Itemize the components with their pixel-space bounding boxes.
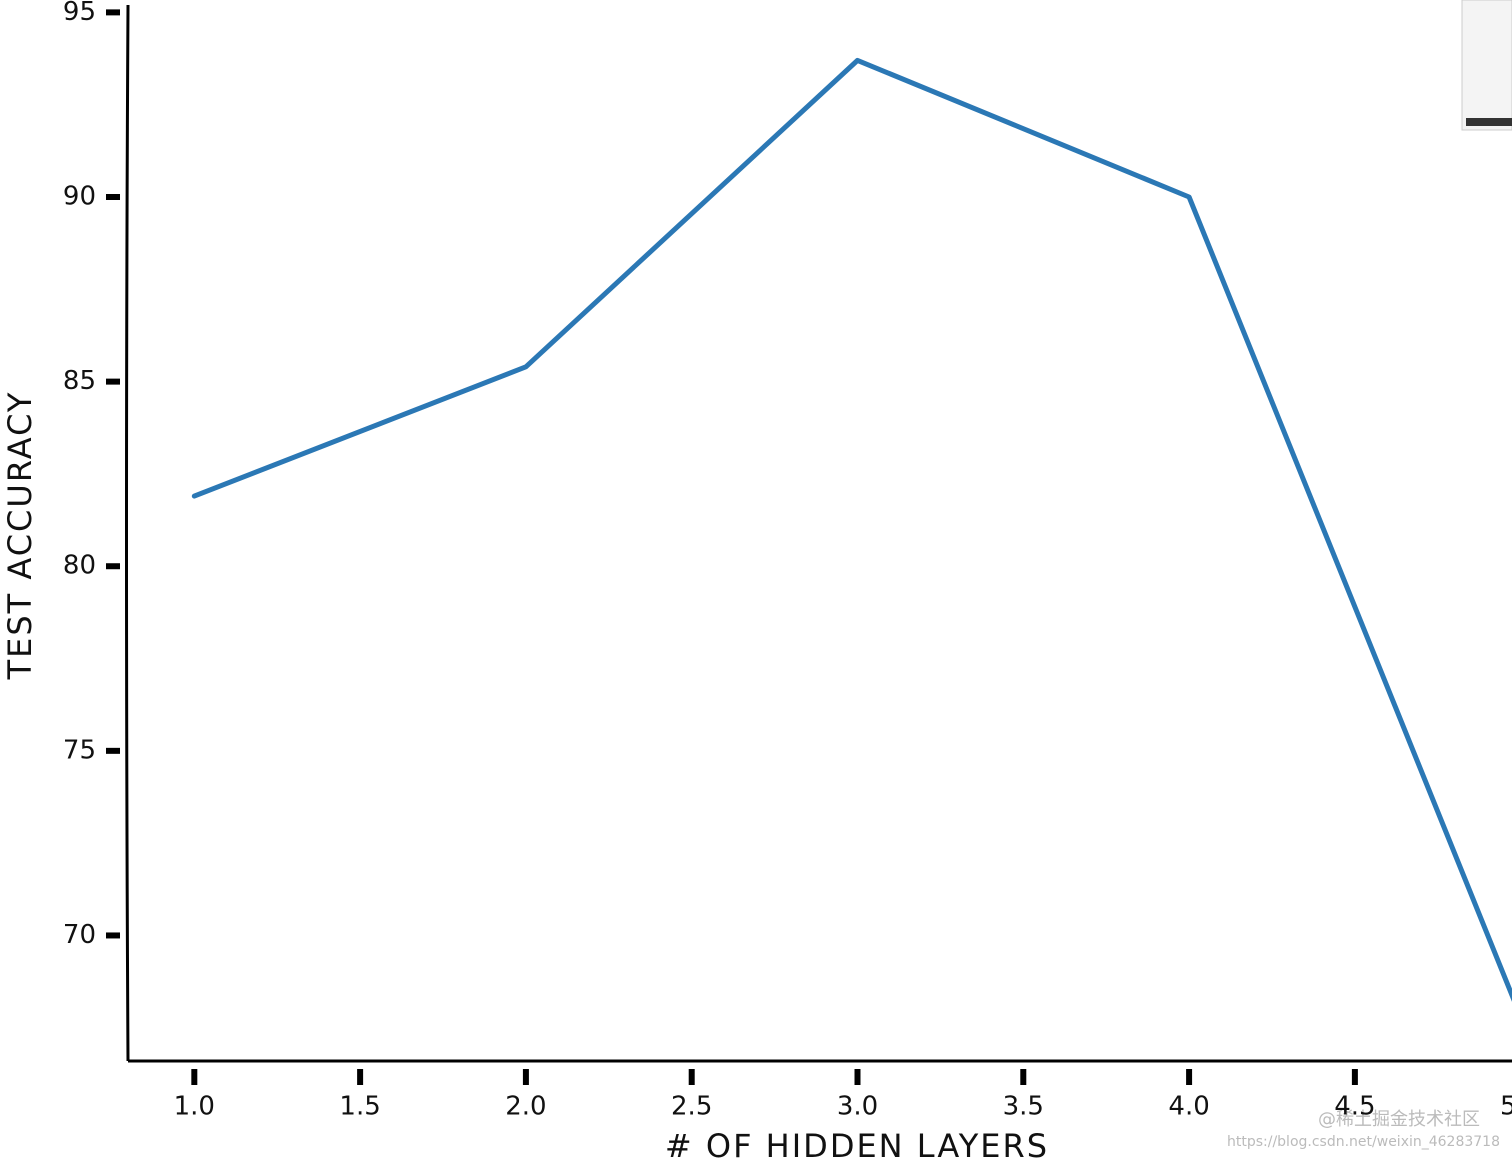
y-tick-label: 70 [63,920,96,950]
x-tick-label: 3.0 [837,1092,878,1122]
x-tick-label: 2.0 [505,1092,546,1122]
y-tick-label: 85 [63,366,96,396]
x-tick-label: 1.5 [339,1092,380,1122]
x-tick-label: 3.5 [1003,1092,1044,1122]
y-tick-label: 80 [63,551,96,581]
y-tick-label: 90 [63,182,96,212]
watermark: @稀土掘金技术社区 [1318,1109,1480,1130]
x-axis-title: # OF HIDDEN LAYERS [665,1127,1049,1159]
x-tick-label: 1.0 [174,1092,215,1122]
y-tick-label: 95 [63,0,96,27]
data-line [191,57,1512,1002]
x-tick-label: 4.0 [1168,1092,1209,1122]
x-tick-label: 2.5 [671,1092,712,1122]
y-axis-title: TEST ACCURACY [1,391,39,681]
thumbnail [1461,0,1512,131]
thumbnail-bar [1466,118,1512,126]
y-tick-label: 75 [63,735,96,765]
x-tick-label: 5.0 [1500,1092,1512,1122]
watermark-url: https://blog.csdn.net/weixin_46283718 [1227,1134,1500,1150]
y-axis [125,4,130,1062]
x-tick-label: 4.5 [1334,1092,1375,1122]
x-axis [127,1059,1512,1064]
